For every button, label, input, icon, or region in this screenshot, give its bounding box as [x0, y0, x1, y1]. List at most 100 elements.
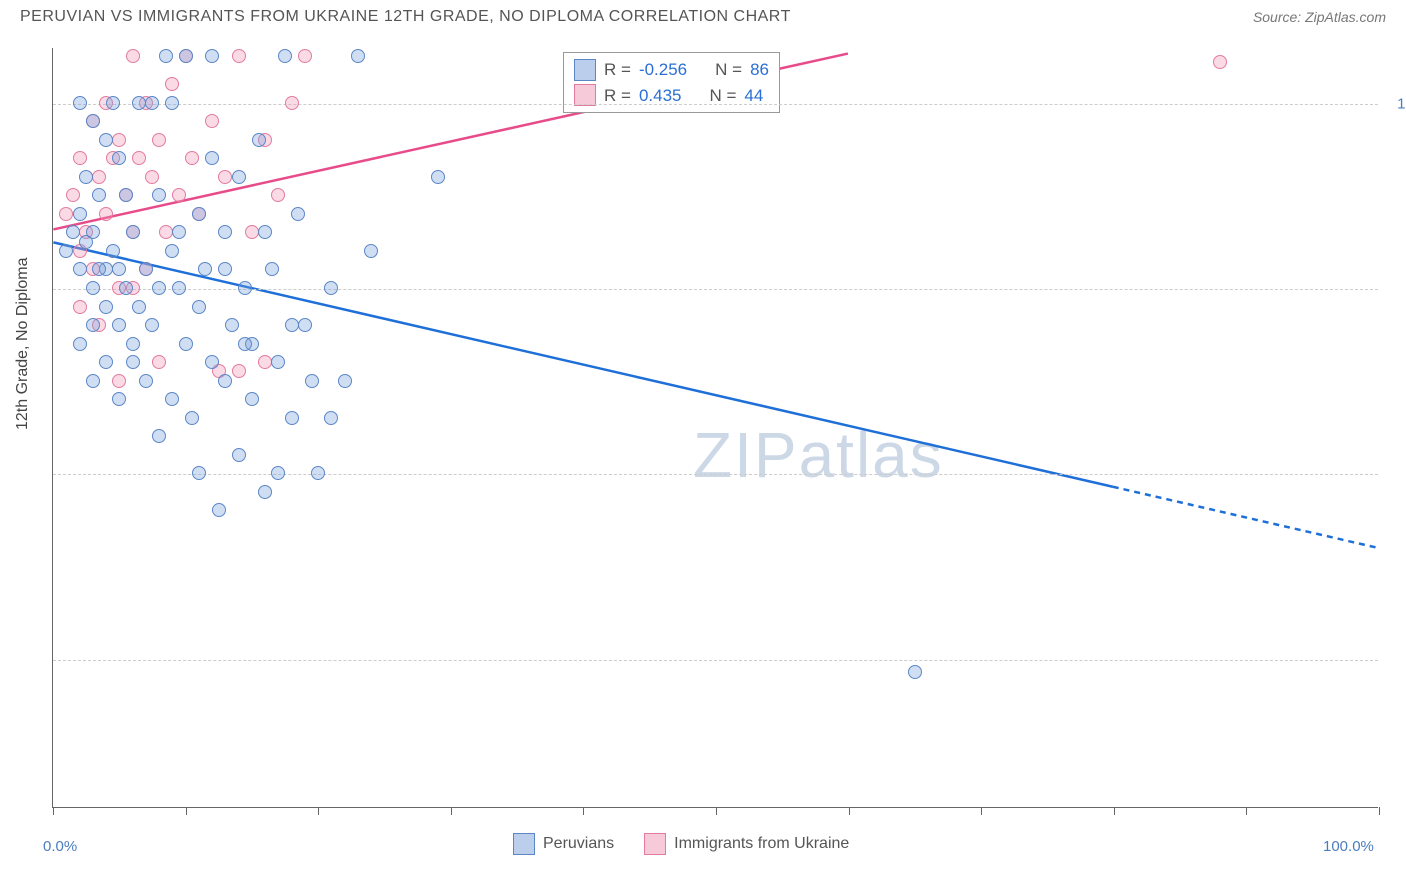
x-tick-label: 0.0% [43, 838, 77, 855]
y-axis-label: 12th Grade, No Diploma [14, 257, 32, 430]
data-point [119, 281, 133, 295]
data-point [73, 151, 87, 165]
swatch-blue-icon [513, 833, 535, 855]
legend: Peruvians Immigrants from Ukraine [513, 833, 849, 855]
data-point [271, 355, 285, 369]
data-point [86, 318, 100, 332]
data-point [66, 225, 80, 239]
data-point [285, 318, 299, 332]
source-label: Source: ZipAtlas.com [1253, 9, 1386, 25]
data-point [73, 207, 87, 221]
data-point [59, 207, 73, 221]
x-tick [318, 807, 319, 815]
data-point [106, 244, 120, 258]
data-point [79, 170, 93, 184]
data-point [305, 374, 319, 388]
data-point [278, 49, 292, 63]
data-point [126, 225, 140, 239]
data-point [73, 300, 87, 314]
swatch-blue-icon [574, 59, 596, 81]
data-point [126, 337, 140, 351]
data-point [258, 225, 272, 239]
data-point [112, 374, 126, 388]
data-point [218, 170, 232, 184]
data-point [364, 244, 378, 258]
data-point [152, 188, 166, 202]
data-point [132, 96, 146, 110]
data-point [145, 318, 159, 332]
x-tick [186, 807, 187, 815]
data-point [73, 337, 87, 351]
data-point [99, 355, 113, 369]
data-point [106, 96, 120, 110]
data-point [126, 355, 140, 369]
data-point [159, 225, 173, 239]
data-point [192, 207, 206, 221]
data-point [238, 281, 252, 295]
data-point [324, 411, 338, 425]
data-point [99, 300, 113, 314]
data-point [198, 262, 212, 276]
data-point [338, 374, 352, 388]
data-point [285, 96, 299, 110]
data-point [92, 262, 106, 276]
chart-title: PERUVIAN VS IMMIGRANTS FROM UKRAINE 12TH… [20, 8, 791, 26]
data-point [152, 281, 166, 295]
data-point [245, 225, 259, 239]
x-tick [981, 807, 982, 815]
x-tick [451, 807, 452, 815]
data-point [165, 392, 179, 406]
data-point [192, 466, 206, 480]
data-point [112, 151, 126, 165]
data-point [152, 429, 166, 443]
data-point [265, 262, 279, 276]
data-point [179, 49, 193, 63]
data-point [73, 262, 87, 276]
data-point [92, 170, 106, 184]
x-tick-label: 100.0% [1323, 838, 1374, 855]
data-point [99, 207, 113, 221]
data-point [205, 355, 219, 369]
data-point [1213, 55, 1227, 69]
data-point [145, 96, 159, 110]
data-point [172, 188, 186, 202]
data-point [112, 262, 126, 276]
data-point [145, 170, 159, 184]
data-point [86, 114, 100, 128]
data-point [112, 318, 126, 332]
data-point [351, 49, 365, 63]
data-point [152, 355, 166, 369]
data-point [232, 364, 246, 378]
data-point [59, 244, 73, 258]
data-point [139, 262, 153, 276]
data-point [192, 300, 206, 314]
data-point [232, 170, 246, 184]
data-point [252, 133, 266, 147]
x-tick [1246, 807, 1247, 815]
data-point [908, 665, 922, 679]
data-point [66, 188, 80, 202]
data-point [258, 485, 272, 499]
data-point [232, 448, 246, 462]
chart-plot-area: ZIPatlas R = -0.256 N = 86 R = 0.435 N =… [52, 48, 1378, 808]
data-point [165, 77, 179, 91]
data-point [291, 207, 305, 221]
data-point [86, 281, 100, 295]
swatch-pink-icon [644, 833, 666, 855]
stat-row-peruvians: R = -0.256 N = 86 [574, 57, 769, 83]
data-point [324, 281, 338, 295]
data-point [258, 355, 272, 369]
data-point [205, 49, 219, 63]
data-point [311, 466, 325, 480]
data-point [271, 188, 285, 202]
data-point [112, 392, 126, 406]
data-point [212, 503, 226, 517]
data-point [73, 96, 87, 110]
data-point [218, 225, 232, 239]
data-point [285, 411, 299, 425]
data-point [132, 300, 146, 314]
data-point [232, 49, 246, 63]
legend-item-peruvians: Peruvians [513, 833, 614, 855]
data-point [126, 49, 140, 63]
data-point [112, 133, 126, 147]
